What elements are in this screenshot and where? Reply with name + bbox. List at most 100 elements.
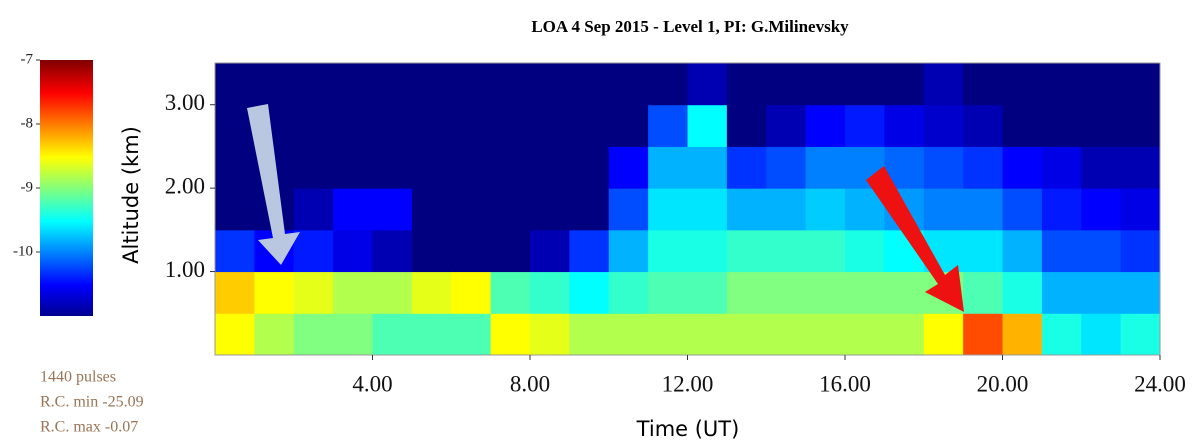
heatmap-cell bbox=[766, 104, 807, 147]
heatmap-cell bbox=[215, 229, 255, 273]
info-note: R.C. max -0.07 bbox=[40, 419, 138, 436]
heatmap-cell bbox=[1002, 188, 1043, 231]
colorbar bbox=[40, 60, 93, 316]
x-tick-label: 8.00 bbox=[510, 371, 550, 396]
heatmap-cell bbox=[726, 188, 767, 231]
heatmap-cell bbox=[963, 63, 1003, 106]
heatmap-cell bbox=[845, 271, 885, 314]
heatmap-cell bbox=[451, 188, 492, 231]
x-tick-label: 16.00 bbox=[819, 371, 871, 396]
heatmap-cell bbox=[1120, 104, 1161, 147]
heatmap-cell bbox=[333, 229, 373, 273]
heatmap-cell bbox=[1002, 104, 1043, 147]
colorbar-tick-label: -7 bbox=[21, 51, 34, 67]
heatmap-cell bbox=[766, 188, 807, 231]
heatmap-cell bbox=[923, 188, 964, 231]
heatmap-cell bbox=[648, 63, 688, 106]
x-tick-label: 20.00 bbox=[977, 371, 1029, 396]
plot-area bbox=[214, 62, 1161, 356]
heatmap-cell bbox=[372, 271, 413, 314]
heatmap-cell bbox=[687, 104, 728, 147]
heatmap-cell bbox=[1081, 271, 1122, 314]
x-tick-label: 4.00 bbox=[352, 371, 392, 396]
heatmap-cell bbox=[648, 146, 688, 189]
heatmap-cell bbox=[372, 104, 413, 147]
heatmap-cell bbox=[569, 63, 610, 106]
heatmap-cell bbox=[490, 104, 531, 147]
heatmap-cell bbox=[1120, 313, 1161, 356]
x-axis-label: Time (UT) bbox=[636, 417, 740, 441]
heatmap-cell bbox=[254, 313, 295, 356]
heatmap-cell bbox=[530, 271, 570, 314]
heatmap-cell bbox=[451, 63, 492, 106]
heatmap-cell bbox=[490, 313, 531, 356]
annotations bbox=[247, 104, 964, 312]
heatmap-cell bbox=[923, 313, 964, 356]
heatmap-cell bbox=[1081, 188, 1122, 231]
heatmap-cell bbox=[687, 63, 728, 106]
heatmap-cell bbox=[293, 229, 334, 273]
info-note: R.C. min -25.09 bbox=[40, 394, 144, 411]
heatmap-cell bbox=[530, 313, 570, 356]
heatmap-cell bbox=[293, 63, 334, 106]
heatmap-cell bbox=[1081, 146, 1122, 189]
heatmap-cell bbox=[687, 146, 728, 189]
heatmap-cell bbox=[1081, 313, 1122, 356]
heatmap-cell bbox=[726, 229, 767, 273]
chart-title: LOA 4 Sep 2015 - Level 1, PI: G.Milinevs… bbox=[531, 17, 849, 36]
heatmap-cell bbox=[215, 146, 255, 189]
heatmap-cell bbox=[726, 104, 767, 147]
heatmap-cell bbox=[648, 229, 688, 273]
heatmap-cell bbox=[569, 271, 610, 314]
heatmap-cell bbox=[1002, 313, 1043, 356]
heatmap-cell bbox=[923, 146, 964, 189]
heatmap-cell bbox=[963, 229, 1003, 273]
heatmap-cell bbox=[687, 229, 728, 273]
heatmap-cell bbox=[372, 229, 413, 273]
heatmap-cell bbox=[411, 313, 452, 356]
heatmap-cell bbox=[1041, 63, 1082, 106]
heatmap-cell bbox=[1041, 146, 1082, 189]
heatmap-cell bbox=[451, 271, 492, 314]
heatmap-cell bbox=[805, 63, 846, 106]
heatmap-cell bbox=[451, 313, 492, 356]
y-axis-label: Altitude (km) bbox=[119, 126, 143, 264]
heatmap-cell bbox=[1002, 146, 1043, 189]
heatmap-cell bbox=[963, 104, 1003, 147]
colorbar-tick-label: -10 bbox=[13, 243, 33, 259]
y-tick-label: 3.00 bbox=[165, 90, 205, 115]
heatmap-cell bbox=[884, 63, 925, 106]
heatmap-cell bbox=[333, 313, 373, 356]
heatmap-cell bbox=[766, 313, 807, 356]
heatmap-cell bbox=[372, 146, 413, 189]
heatmap-cell bbox=[1041, 313, 1082, 356]
heatmap-cell bbox=[608, 104, 649, 147]
heatmap-cell bbox=[1002, 271, 1043, 314]
heatmap-cell bbox=[1041, 188, 1082, 231]
heatmap-cell bbox=[845, 313, 885, 356]
heatmap-cell bbox=[569, 188, 610, 231]
heatmap-cell bbox=[687, 271, 728, 314]
heatmap-cell bbox=[648, 271, 688, 314]
heatmap-cell bbox=[411, 146, 452, 189]
heatmap-cell bbox=[490, 188, 531, 231]
heatmap-cell bbox=[687, 313, 728, 356]
heatmap-cell bbox=[411, 63, 452, 106]
heatmap-cell bbox=[805, 104, 846, 147]
heatmap-cell bbox=[766, 271, 807, 314]
heatmap-cell bbox=[726, 313, 767, 356]
heatmap-cell bbox=[805, 271, 846, 314]
heatmap-cell bbox=[530, 104, 570, 147]
heatmap-cell bbox=[490, 146, 531, 189]
heatmap-cell bbox=[451, 229, 492, 273]
heatmap-cell bbox=[215, 188, 255, 231]
heatmap-cell bbox=[845, 63, 885, 106]
heatmap-cell bbox=[1002, 229, 1043, 273]
heatmap-cell bbox=[411, 188, 452, 231]
heatmap-cell bbox=[215, 313, 255, 356]
heatmap-cell bbox=[569, 313, 610, 356]
heatmap-cell bbox=[411, 271, 452, 314]
heatmap-cell bbox=[411, 229, 452, 273]
heatmap-cell bbox=[1120, 188, 1161, 231]
heatmap-cell bbox=[963, 188, 1003, 231]
